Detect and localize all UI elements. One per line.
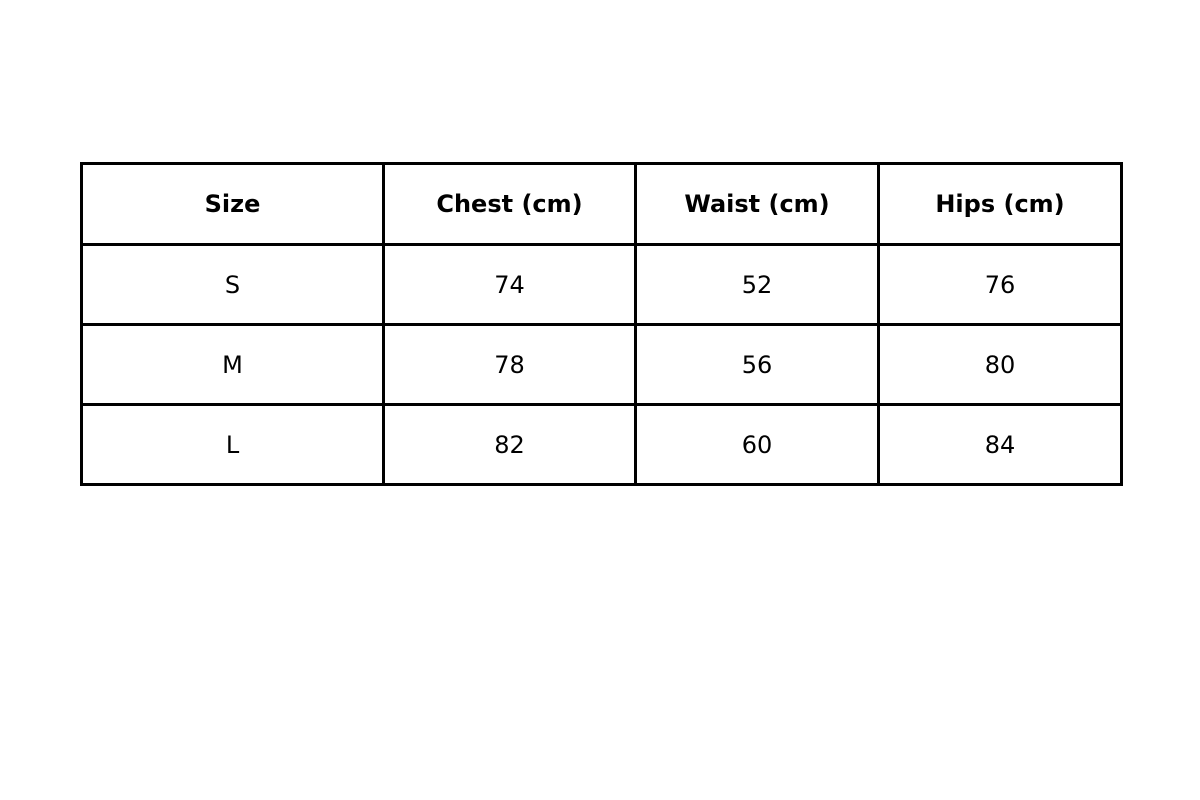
cell-waist: 52	[634, 243, 880, 326]
header-hips: Hips (cm)	[877, 162, 1123, 246]
table-row: L 82 60 84	[80, 403, 1123, 486]
cell-chest: 78	[382, 323, 637, 406]
cell-chest: 82	[382, 403, 637, 486]
header-size: Size	[80, 162, 385, 246]
header-row: Size Chest (cm) Waist (cm) Hips (cm)	[80, 162, 1123, 246]
cell-chest: 74	[382, 243, 637, 326]
cell-waist: 60	[634, 403, 880, 486]
cell-size: S	[80, 243, 385, 326]
table-row: M 78 56 80	[80, 323, 1123, 406]
cell-size: L	[80, 403, 385, 486]
header-waist: Waist (cm)	[634, 162, 880, 246]
cell-size: M	[80, 323, 385, 406]
header-chest: Chest (cm)	[382, 162, 637, 246]
cell-waist: 56	[634, 323, 880, 406]
cell-hips: 76	[877, 243, 1123, 326]
size-chart-table: Size Chest (cm) Waist (cm) Hips (cm) S 7…	[80, 162, 1123, 486]
cell-hips: 84	[877, 403, 1123, 486]
cell-hips: 80	[877, 323, 1123, 406]
table-row: S 74 52 76	[80, 243, 1123, 326]
